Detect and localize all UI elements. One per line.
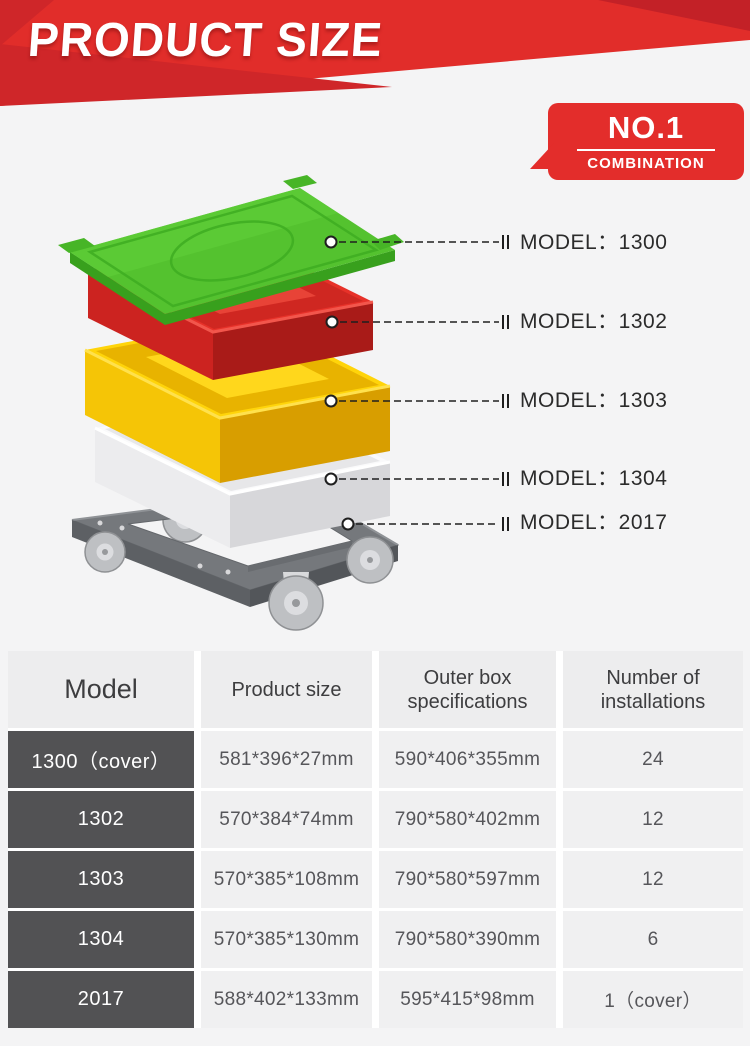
table-cell: 24: [563, 731, 743, 788]
model-label-1302: MODEL：1302: [520, 310, 668, 333]
connector-2017: [341, 517, 509, 531]
table-cell: 590*406*355mm: [379, 731, 556, 788]
badge-rank: NO.1: [607, 110, 685, 145]
table-cell: 570*385*130mm: [201, 911, 372, 968]
table-cell: 1（cover）: [563, 971, 743, 1028]
connector-1300: [324, 235, 509, 249]
connector-1303: [324, 394, 509, 408]
table-cell: 588*402*133mm: [201, 971, 372, 1028]
model-cell: 1304: [8, 911, 194, 968]
connector-1302: [325, 315, 509, 329]
model-label-1304: MODEL：1304: [520, 467, 668, 490]
specification-table: Model Product size Outer box specificati…: [8, 651, 743, 1028]
page-title: PRODUCT SIZE: [26, 14, 385, 67]
model-cell: 1303: [8, 851, 194, 908]
table-cell: 570*384*74mm: [201, 791, 372, 848]
badge-caption: COMBINATION: [587, 155, 705, 172]
header-cell-model: Model: [8, 651, 194, 728]
table-cell: 790*580*597mm: [379, 851, 556, 908]
model-cell: 1300（cover）: [8, 731, 194, 788]
badge-divider: [577, 149, 715, 151]
table-cell: 790*580*402mm: [379, 791, 556, 848]
model-cell: 1302: [8, 791, 194, 848]
table-cell: 12: [563, 851, 743, 908]
model-label-2017: MODEL：2017: [520, 511, 668, 534]
table-cell: 581*396*27mm: [201, 731, 372, 788]
model-label-1303: MODEL：1303: [520, 389, 668, 412]
product-illustration: [58, 175, 509, 631]
connector-lines: [324, 235, 509, 531]
table-cell: 595*415*98mm: [379, 971, 556, 1028]
table-cell: 6: [563, 911, 743, 968]
table-cell: 12: [563, 791, 743, 848]
connector-1304: [324, 472, 509, 486]
table-cell: 570*385*108mm: [201, 851, 372, 908]
no1-combination-badge: NO.1 COMBINATION: [548, 103, 744, 180]
header-cell-outer-box: Outer box specifications: [379, 651, 556, 728]
header-cell-product-size: Product size: [201, 651, 372, 728]
green-lid: [58, 175, 404, 325]
header-cell-installations: Number of installations: [563, 651, 743, 728]
banner-background: [0, 0, 750, 106]
table-cell: 790*580*390mm: [379, 911, 556, 968]
model-label-1300: MODEL：1300: [520, 231, 668, 254]
model-cell: 2017: [8, 971, 194, 1028]
